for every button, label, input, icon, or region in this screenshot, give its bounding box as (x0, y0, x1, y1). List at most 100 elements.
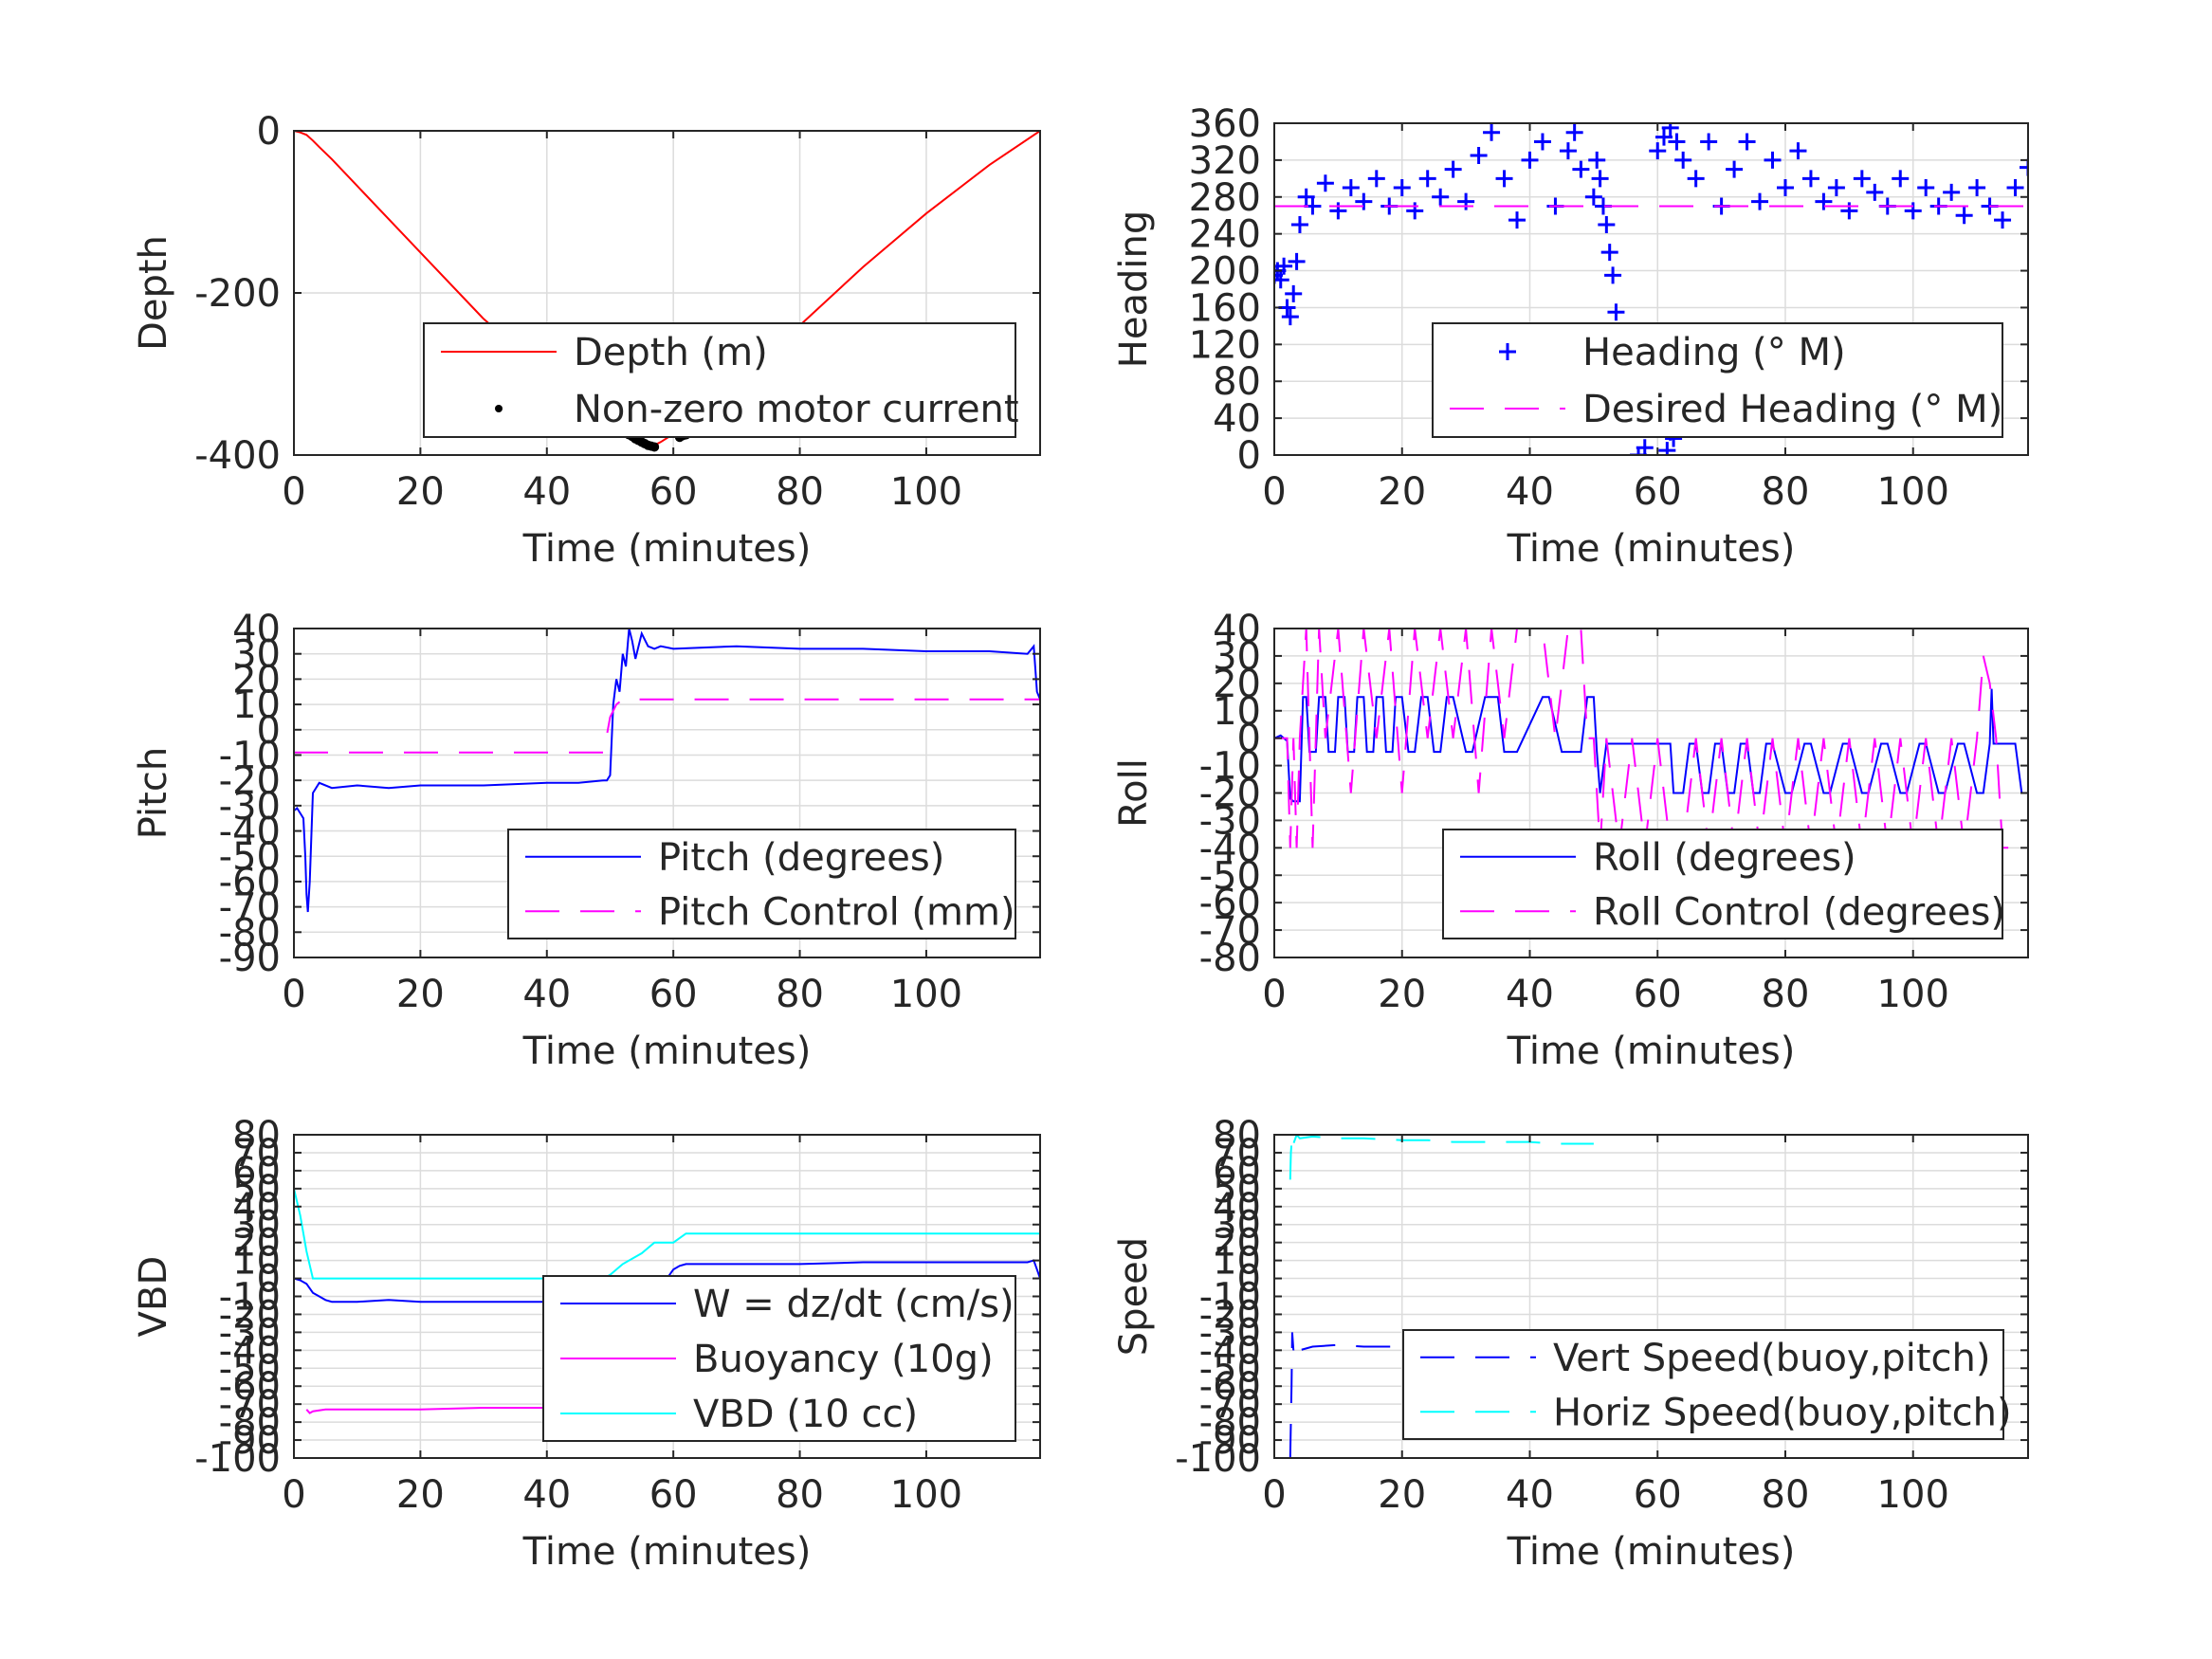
heading-marker (1661, 123, 1679, 137)
x-tick-label: 80 (776, 973, 824, 1016)
heading-marker (1521, 151, 1539, 169)
y-tick-label: 0 (1237, 718, 1261, 761)
x-tick-label: 20 (1378, 973, 1426, 1016)
heading-marker (1630, 447, 1648, 455)
y-tick-label: -80 (219, 1401, 281, 1445)
y-tick-label: 80 (1213, 360, 1261, 404)
heading-marker (1285, 284, 1303, 302)
y-tick-label: 40 (232, 608, 281, 651)
heading-marker (1316, 174, 1334, 192)
legend-label: Heading (° M) (1582, 331, 1846, 374)
heading-marker (2006, 179, 2024, 197)
x-tick-label: 20 (396, 973, 445, 1016)
y-tick-label: 30 (232, 1204, 281, 1248)
y-tick-label: -10 (1199, 745, 1261, 789)
x-tick-label: 100 (890, 1473, 962, 1517)
y-tick-label: -70 (1199, 1383, 1261, 1427)
y-tick-label: -20 (1199, 1293, 1261, 1337)
y-tick-label: 30 (1213, 1204, 1261, 1248)
heading-marker (1600, 244, 1618, 262)
x-tick-label: 80 (1762, 1473, 1810, 1517)
legend-label: VBD (10 cc) (693, 1393, 918, 1436)
y-tick-label: 280 (1189, 176, 1261, 220)
heading-marker (1495, 170, 1513, 188)
legend: Vert Speed(buoy,pitch) Horiz Speed(buoy,p… (1402, 1329, 2012, 1440)
legend-label: Pitch (degrees) (658, 836, 944, 880)
y-tick-label: 40 (1213, 608, 1261, 651)
y-axis-label: VBD (132, 1256, 175, 1338)
y-tick-label: 0 (1237, 1258, 1261, 1302)
y-tick-label: 80 (232, 1114, 281, 1158)
heading-marker (1355, 192, 1373, 210)
y-axis-label: Heading (1112, 210, 1156, 368)
y-tick-label: -100 (194, 1437, 281, 1481)
x-tick-label: 60 (649, 973, 698, 1016)
y-tick-label: 10 (1213, 690, 1261, 734)
y-tick-label: -70 (219, 1383, 281, 1427)
series-group (1274, 123, 2028, 455)
y-tick-label: 20 (1213, 663, 1261, 706)
heading-marker (1604, 266, 1622, 284)
legend-label: Roll (degrees) (1593, 836, 1856, 880)
x-tick-label: 80 (1762, 470, 1810, 514)
y-tick-label: -90 (219, 937, 281, 980)
y-tick-label: 60 (232, 1150, 281, 1194)
x-tick-label: 60 (1634, 470, 1682, 514)
series-pitch-1 (294, 698, 1040, 754)
y-tick-label: -40 (1199, 827, 1261, 870)
y-tick-label: 30 (1213, 635, 1261, 679)
legend-label: Non-zero motor current (574, 388, 1019, 431)
y-tick-label: 360 (1189, 102, 1261, 146)
chart-pitch: 0 20 40 60 80 100-90-80-70-60-50-40-30-20-100… (132, 608, 1041, 1073)
y-tick-label: -30 (1199, 1311, 1261, 1355)
x-tick-label: 40 (1506, 470, 1554, 514)
x-tick-label: 20 (396, 470, 445, 514)
x-tick-label: 100 (1877, 470, 1949, 514)
y-tick-label: 0 (1237, 434, 1261, 478)
heading-marker (1598, 215, 1616, 233)
y-axis-label: Speed (1112, 1237, 1156, 1356)
x-axis-label: Time (minutes) (1507, 527, 1796, 571)
heading-marker (1470, 147, 1488, 165)
heading-marker (1726, 160, 1744, 178)
y-tick-label: 0 (257, 1258, 281, 1302)
chart-heading: 0 20 40 60 80 10004080120160200240280320360Ti… (1112, 102, 2029, 571)
heading-marker (1700, 133, 1718, 151)
y-tick-label: 50 (232, 1168, 281, 1212)
y-tick-label: -40 (219, 1329, 281, 1373)
legend-label: Horiz Speed(buoy,pitch) (1553, 1391, 2012, 1434)
heading-marker (1329, 202, 1347, 220)
legend-label: Buoyancy (10g) (693, 1338, 994, 1381)
heading-marker (1955, 207, 1973, 225)
chart-roll: 0 20 40 60 80 100-80-70-60-50-40-30-20-100102… (1112, 608, 2029, 1073)
legend-swatch (495, 405, 503, 412)
y-tick-label: 120 (1189, 323, 1261, 367)
y-tick-label: -30 (219, 1311, 281, 1355)
y-tick-label: -400 (194, 434, 281, 478)
x-tick-label: 60 (649, 470, 698, 514)
heading-marker (1738, 133, 1756, 151)
y-tick-label: -10 (1199, 1276, 1261, 1320)
y-tick-label: -60 (219, 1365, 281, 1409)
heading-marker (1776, 179, 1794, 197)
x-tick-label: 40 (522, 973, 571, 1016)
x-axis-label: Time (minutes) (522, 1530, 812, 1574)
heading-marker (1801, 170, 1819, 188)
heading-marker (1815, 192, 1833, 210)
heading-marker (1288, 252, 1306, 270)
legend-box (1432, 322, 2003, 438)
y-tick-label: -60 (1199, 1365, 1261, 1409)
heading-marker (1687, 170, 1705, 188)
legend-label: Vert Speed(buoy,pitch) (1553, 1337, 1990, 1380)
y-tick-label: -200 (194, 272, 281, 316)
y-axis-label: Depth (132, 235, 175, 351)
x-tick-label: 0 (282, 470, 305, 514)
heading-marker (1533, 133, 1551, 151)
y-tick-label: -20 (219, 1293, 281, 1337)
y-tick-label: 40 (1213, 1186, 1261, 1230)
heading-marker (1572, 160, 1590, 178)
x-tick-label: 20 (396, 1473, 445, 1517)
legend: W = dz/dt (cm/s) Buoyancy (10g) VBD (10 cc… (542, 1275, 1016, 1442)
y-tick-label: -50 (1199, 854, 1261, 898)
heading-marker (1559, 142, 1577, 160)
